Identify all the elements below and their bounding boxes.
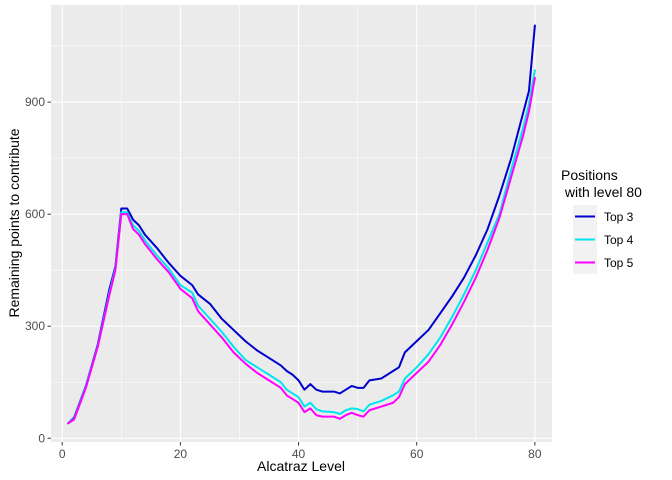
y-tick-label: 600 — [25, 207, 45, 221]
legend-label-top-3: Top 3 — [604, 210, 634, 224]
x-tick-label: 0 — [59, 447, 66, 461]
y-axis-tick-labels: 0 300 600 900 — [25, 95, 45, 445]
plot-panel — [51, 5, 552, 442]
axis-ticks — [47, 101, 536, 446]
legend: Positions with level 80 Top 3 Top 4 Top 5 — [561, 167, 642, 274]
y-tick-label: 0 — [38, 431, 45, 445]
series-line-top-5 — [67, 76, 536, 425]
legend-keys: Top 3 Top 4 Top 5 — [573, 205, 634, 274]
y-axis-title: Remaining points to contribute — [6, 128, 22, 317]
minor-gridlines — [51, 5, 552, 442]
x-tick-label: 80 — [528, 447, 542, 461]
series-lines — [67, 24, 536, 425]
x-tick-label: 40 — [292, 447, 306, 461]
y-tick-label: 900 — [25, 95, 45, 109]
x-tick-label: 20 — [174, 447, 188, 461]
legend-label-top-5: Top 5 — [604, 256, 634, 270]
x-axis-title: Alcatraz Level — [257, 458, 345, 474]
major-gridlines — [51, 5, 552, 442]
x-tick-label: 60 — [410, 447, 424, 461]
x-axis-tick-labels: 0 20 40 60 80 — [59, 447, 542, 461]
legend-title-line-1: Positions — [561, 167, 618, 183]
legend-label-top-4: Top 4 — [604, 233, 634, 247]
series-line-top-3 — [67, 24, 536, 425]
legend-title-line-2: with level 80 — [561, 184, 642, 200]
series-line-top-4 — [67, 69, 536, 425]
y-tick-label: 300 — [25, 319, 45, 333]
